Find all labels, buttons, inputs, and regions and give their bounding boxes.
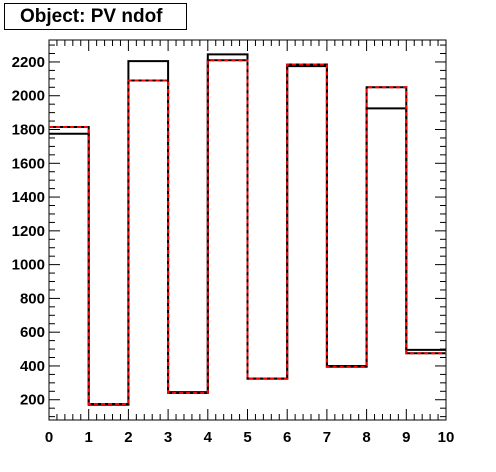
y-tick-label: 1000 — [12, 257, 45, 274]
series-1-line — [49, 59, 446, 405]
y-tick-label: 800 — [20, 290, 45, 307]
x-tick-label: 0 — [45, 429, 53, 446]
chart-title: Object: PV ndof — [20, 5, 163, 27]
x-tick-label: 6 — [283, 429, 291, 446]
x-tick-label: 8 — [362, 429, 370, 446]
y-tick-label: 600 — [20, 324, 45, 341]
y-tick-label: 2000 — [12, 88, 45, 105]
x-tick-label: 10 — [438, 429, 455, 446]
y-tick-label: 400 — [20, 358, 45, 375]
x-tick-label: 2 — [124, 429, 132, 446]
x-tick-label: 9 — [402, 429, 410, 446]
x-axis: 0 1 2 3 4 5 6 7 8 9 10 — [45, 40, 455, 446]
y-tick-label: 200 — [20, 392, 45, 409]
y-tick-label: 1200 — [12, 223, 45, 240]
x-tick-label: 5 — [243, 429, 251, 446]
x-tick-label: 3 — [164, 429, 172, 446]
y-tick-label: 2200 — [12, 54, 45, 71]
y-tick-label: 1800 — [12, 122, 45, 139]
x-tick-label: 7 — [323, 429, 331, 446]
series-layer — [49, 53, 446, 406]
title-box: Object: PV ndof — [4, 3, 187, 30]
x-tick-label: 1 — [85, 429, 93, 446]
y-axis: 200 400 600 800 1000 1200 1400 1600 1800 2000 2200 — [12, 44, 446, 418]
x-tick-label: 4 — [204, 429, 213, 446]
y-tick-label: 1600 — [12, 155, 45, 172]
y-tick-label: 1400 — [12, 189, 45, 206]
